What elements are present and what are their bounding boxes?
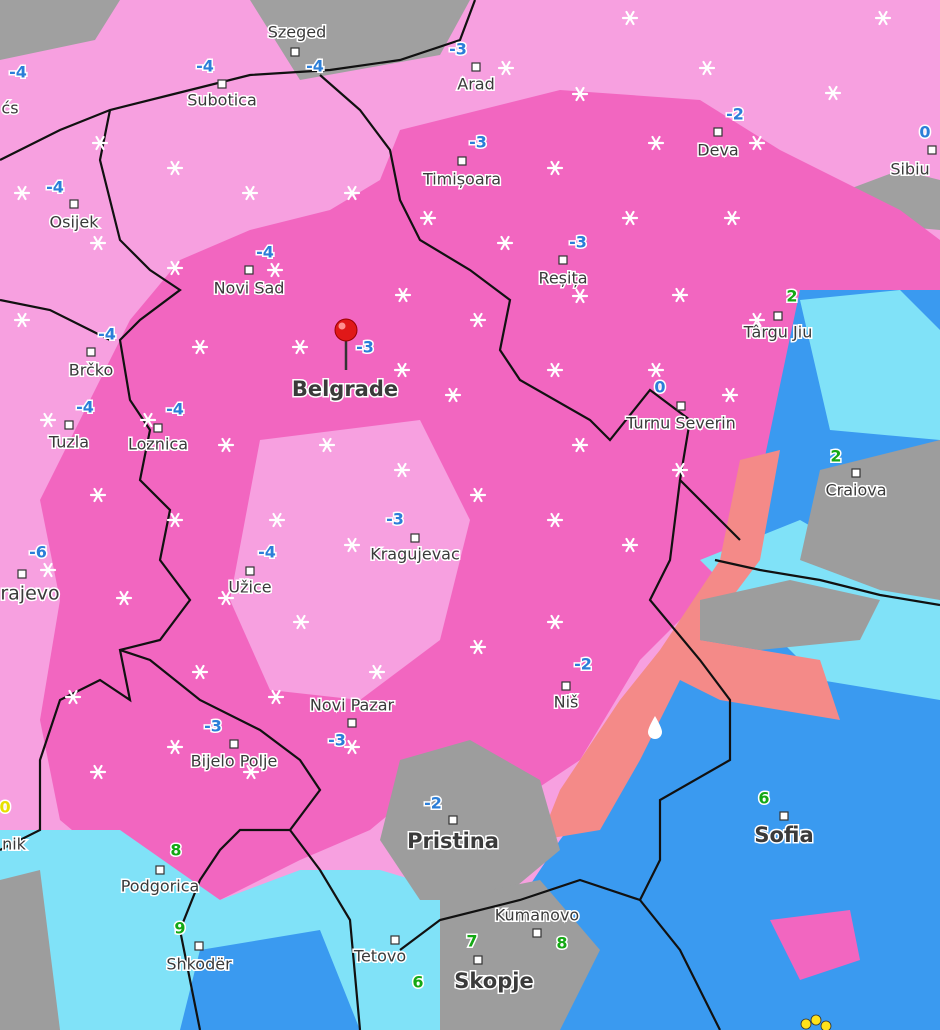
city-label: Niš — [554, 693, 579, 712]
temperature-label: -3 — [449, 40, 467, 59]
temperature-label: -2 — [424, 794, 442, 813]
city-label: Shkodër — [166, 955, 232, 974]
city-marker — [779, 811, 789, 821]
temperature-label: -6 — [29, 543, 47, 562]
city-marker — [561, 681, 571, 691]
temperature-label: -3 — [328, 731, 346, 750]
temperature-label: 8 — [170, 841, 181, 860]
city-label: Timișoara — [422, 170, 501, 189]
temperature-label: 7 — [466, 932, 477, 951]
city-label: Kumanovo — [495, 906, 579, 925]
city-marker — [927, 145, 937, 155]
city-label: Tetovo — [353, 947, 406, 966]
city-label: Subotica — [187, 91, 257, 110]
city-label: Deva — [697, 141, 738, 160]
temperature-label: 6 — [758, 789, 769, 808]
location-pin — [334, 318, 358, 370]
city-marker — [245, 566, 255, 576]
city-label: Kragujevac — [370, 545, 460, 564]
temperature-label: -4 — [46, 178, 64, 197]
city-label: Pristina — [407, 829, 499, 853]
city-label: Reșița — [538, 269, 587, 288]
city-marker — [217, 79, 227, 89]
temperature-label: -3 — [386, 510, 404, 529]
city-label: Turnu Severin — [625, 414, 736, 433]
city-marker — [773, 311, 783, 321]
city-label: nik — [2, 835, 27, 854]
city-label: Szeged — [268, 23, 327, 42]
temperature-label: 2 — [786, 287, 797, 306]
city-label: Tuzla — [48, 433, 89, 452]
city-marker — [347, 718, 357, 728]
city-label: Sofia — [754, 823, 813, 847]
city-label: Târgu Jiu — [743, 323, 813, 342]
city-marker — [64, 420, 74, 430]
temperature-label: -4 — [256, 243, 274, 262]
city-marker — [713, 127, 723, 137]
city-marker — [290, 47, 300, 57]
temperature-label: -3 — [356, 338, 374, 357]
temperature-label: 2 — [830, 447, 841, 466]
temperature-label: -2 — [726, 105, 744, 124]
temperature-label: 9 — [174, 919, 185, 938]
city-label: Arad — [457, 75, 494, 94]
city-marker — [244, 265, 254, 275]
city-label: Novi Sad — [214, 279, 285, 298]
temperature-label: -4 — [9, 63, 27, 82]
city-marker — [471, 62, 481, 72]
temperature-label: 0 — [654, 378, 665, 397]
city-marker — [69, 199, 79, 209]
temperature-label: -4 — [166, 400, 184, 419]
city-marker — [229, 739, 239, 749]
city-marker — [851, 468, 861, 478]
city-label: Novi Pazar — [310, 696, 395, 715]
city-label: Užice — [228, 578, 271, 597]
city-label: Bijelo Polje — [191, 752, 278, 771]
city-label: Skopje — [454, 969, 533, 993]
city-label: Loznica — [128, 435, 188, 454]
temperature-label: -2 — [574, 655, 592, 674]
city-label: Belgrade — [292, 377, 398, 401]
city-label: Brčko — [69, 361, 113, 380]
city-label: Osijek — [50, 213, 100, 232]
city-marker — [86, 347, 96, 357]
city-label: Sibiu — [890, 160, 929, 179]
rain-drop — [648, 716, 662, 739]
city-marker — [153, 423, 163, 433]
city-marker — [390, 935, 400, 945]
city-marker — [558, 255, 568, 265]
city-marker — [155, 865, 165, 875]
city-marker — [194, 941, 204, 951]
city-label: rajevo — [0, 583, 59, 605]
city-label: Podgorica — [121, 877, 200, 896]
temperature-label: -4 — [196, 57, 214, 76]
city-marker — [532, 928, 542, 938]
temperature-label: 8 — [556, 934, 567, 953]
temperature-label: -3 — [204, 717, 222, 736]
temperature-label: -4 — [258, 543, 276, 562]
temperature-label: 0 — [919, 123, 930, 142]
temperature-label: -3 — [569, 233, 587, 252]
temperature-label: -4 — [306, 57, 324, 76]
city-marker — [473, 955, 483, 965]
temperature-label: 6 — [412, 973, 423, 992]
city-marker — [17, 569, 27, 579]
temperature-label: -4 — [76, 398, 94, 417]
city-label: Craiova — [825, 481, 886, 500]
temperature-label: -4 — [98, 325, 116, 344]
city-label: ćs — [1, 99, 18, 118]
city-marker — [448, 815, 458, 825]
city-marker — [676, 401, 686, 411]
sun-icon — [800, 1014, 832, 1030]
city-marker — [410, 533, 420, 543]
temperature-label: -3 — [469, 133, 487, 152]
temperature-label: 0 — [0, 798, 11, 817]
city-marker — [457, 156, 467, 166]
